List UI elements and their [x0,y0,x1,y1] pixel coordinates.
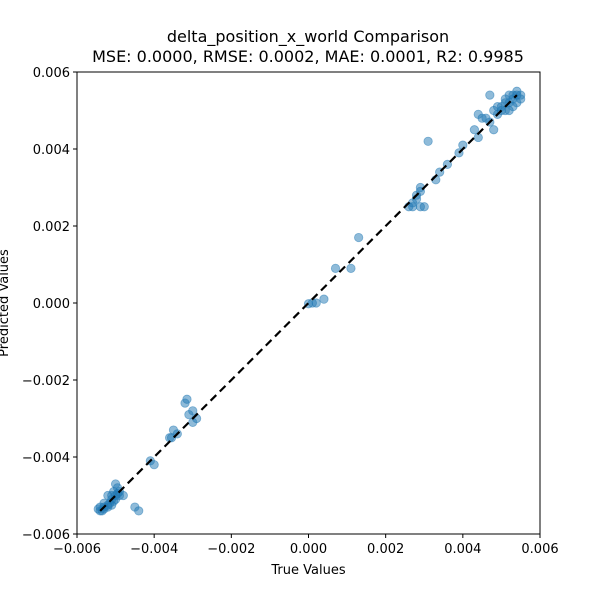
data-point [149,460,159,470]
data-point [311,298,321,308]
x-tick-label: −0.006 [53,542,101,557]
data-point [485,90,495,100]
points-layer [93,86,526,516]
y-tick-label: 0.000 [33,297,70,312]
x-tick-label: −0.004 [130,542,178,557]
x-axis-label: True Values [270,563,345,578]
x-tick-label: 0.000 [290,542,327,557]
y-tick-label: −0.002 [22,374,70,389]
data-point [419,202,429,212]
data-point [330,263,341,273]
data-point [500,94,510,104]
data-point [346,263,356,273]
chart-subtitle: MSE: 0.0000, RMSE: 0.0002, MAE: 0.0001, … [92,47,524,66]
data-point [354,232,364,243]
data-point [118,490,128,501]
y-tick-label: −0.006 [22,528,70,543]
data-point [134,506,144,516]
data-point [423,136,433,146]
reference-line [99,94,518,512]
chart-title: delta_position_x_world Comparison [166,27,450,46]
y-tick-label: −0.004 [22,451,70,466]
x-ticks: −0.006 −0.004 −0.002 0.000 0.002 0.004 0.006 [53,534,559,557]
y-ticks: −0.006 −0.004 −0.002 0.000 0.002 0.004 0.006 [22,66,77,543]
data-point [512,86,522,96]
y-axis-label: Predicted Values [0,249,12,357]
reference-line-layer [99,94,518,512]
data-point [489,125,499,135]
y-tick-label: 0.002 [33,220,70,235]
x-tick-label: 0.002 [367,542,404,557]
data-point [166,433,177,443]
data-point [469,125,480,135]
data-point [492,102,503,112]
data-point [477,113,487,123]
data-point [97,506,107,516]
data-point [188,406,198,416]
x-tick-label: −0.002 [207,542,255,557]
x-tick-label: 0.006 [521,542,558,557]
y-tick-label: 0.006 [33,66,70,81]
data-point [319,294,329,304]
data-point [182,394,192,404]
y-tick-label: 0.004 [33,143,70,158]
x-tick-label: 0.004 [444,542,481,557]
data-point [504,105,514,116]
